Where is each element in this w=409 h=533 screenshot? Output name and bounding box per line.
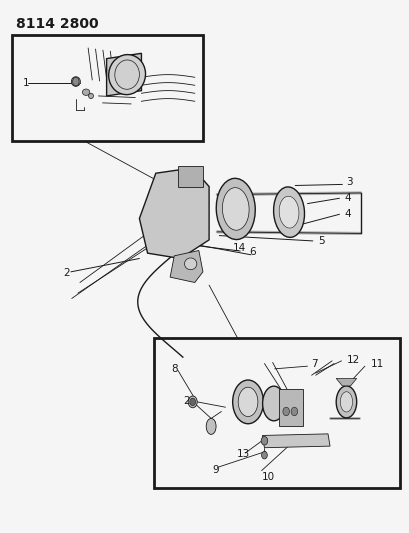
Polygon shape	[106, 53, 141, 96]
Bar	[153, 338, 399, 488]
Ellipse shape	[216, 179, 255, 239]
Ellipse shape	[71, 77, 80, 86]
Ellipse shape	[273, 187, 304, 237]
Text: 2: 2	[63, 268, 70, 278]
Bar	[178, 166, 202, 187]
Text: 4: 4	[344, 193, 350, 203]
Polygon shape	[170, 251, 202, 282]
Text: 2: 2	[183, 396, 190, 406]
Text: 11: 11	[370, 359, 383, 368]
Text: 3: 3	[346, 177, 352, 187]
Ellipse shape	[108, 54, 145, 95]
Text: 13: 13	[236, 449, 249, 459]
Ellipse shape	[339, 392, 352, 412]
Ellipse shape	[206, 418, 216, 434]
Ellipse shape	[82, 89, 90, 95]
Text: 7: 7	[310, 359, 317, 368]
Polygon shape	[262, 434, 329, 448]
Circle shape	[72, 77, 79, 86]
Circle shape	[261, 451, 267, 459]
Text: 12: 12	[346, 355, 359, 365]
Ellipse shape	[279, 196, 298, 228]
Text: 5: 5	[317, 236, 324, 246]
Text: 6: 6	[249, 247, 255, 256]
Text: 10: 10	[261, 472, 274, 482]
Bar	[12, 35, 202, 141]
Polygon shape	[335, 378, 356, 386]
Text: 8: 8	[171, 364, 178, 374]
Ellipse shape	[222, 188, 249, 230]
Circle shape	[282, 407, 289, 416]
Ellipse shape	[88, 93, 93, 99]
Polygon shape	[139, 168, 209, 259]
Ellipse shape	[238, 387, 257, 417]
Text: 9: 9	[212, 465, 218, 475]
Circle shape	[189, 398, 195, 406]
Text: 1: 1	[22, 78, 29, 87]
Ellipse shape	[184, 258, 196, 270]
Circle shape	[290, 407, 297, 416]
Ellipse shape	[232, 380, 263, 424]
Text: 14: 14	[232, 243, 245, 253]
Ellipse shape	[262, 386, 285, 421]
Text: 4: 4	[344, 209, 350, 219]
Bar	[278, 389, 303, 426]
Text: 8114 2800: 8114 2800	[16, 17, 99, 31]
Ellipse shape	[335, 386, 356, 418]
Circle shape	[261, 437, 267, 445]
Ellipse shape	[188, 396, 197, 408]
